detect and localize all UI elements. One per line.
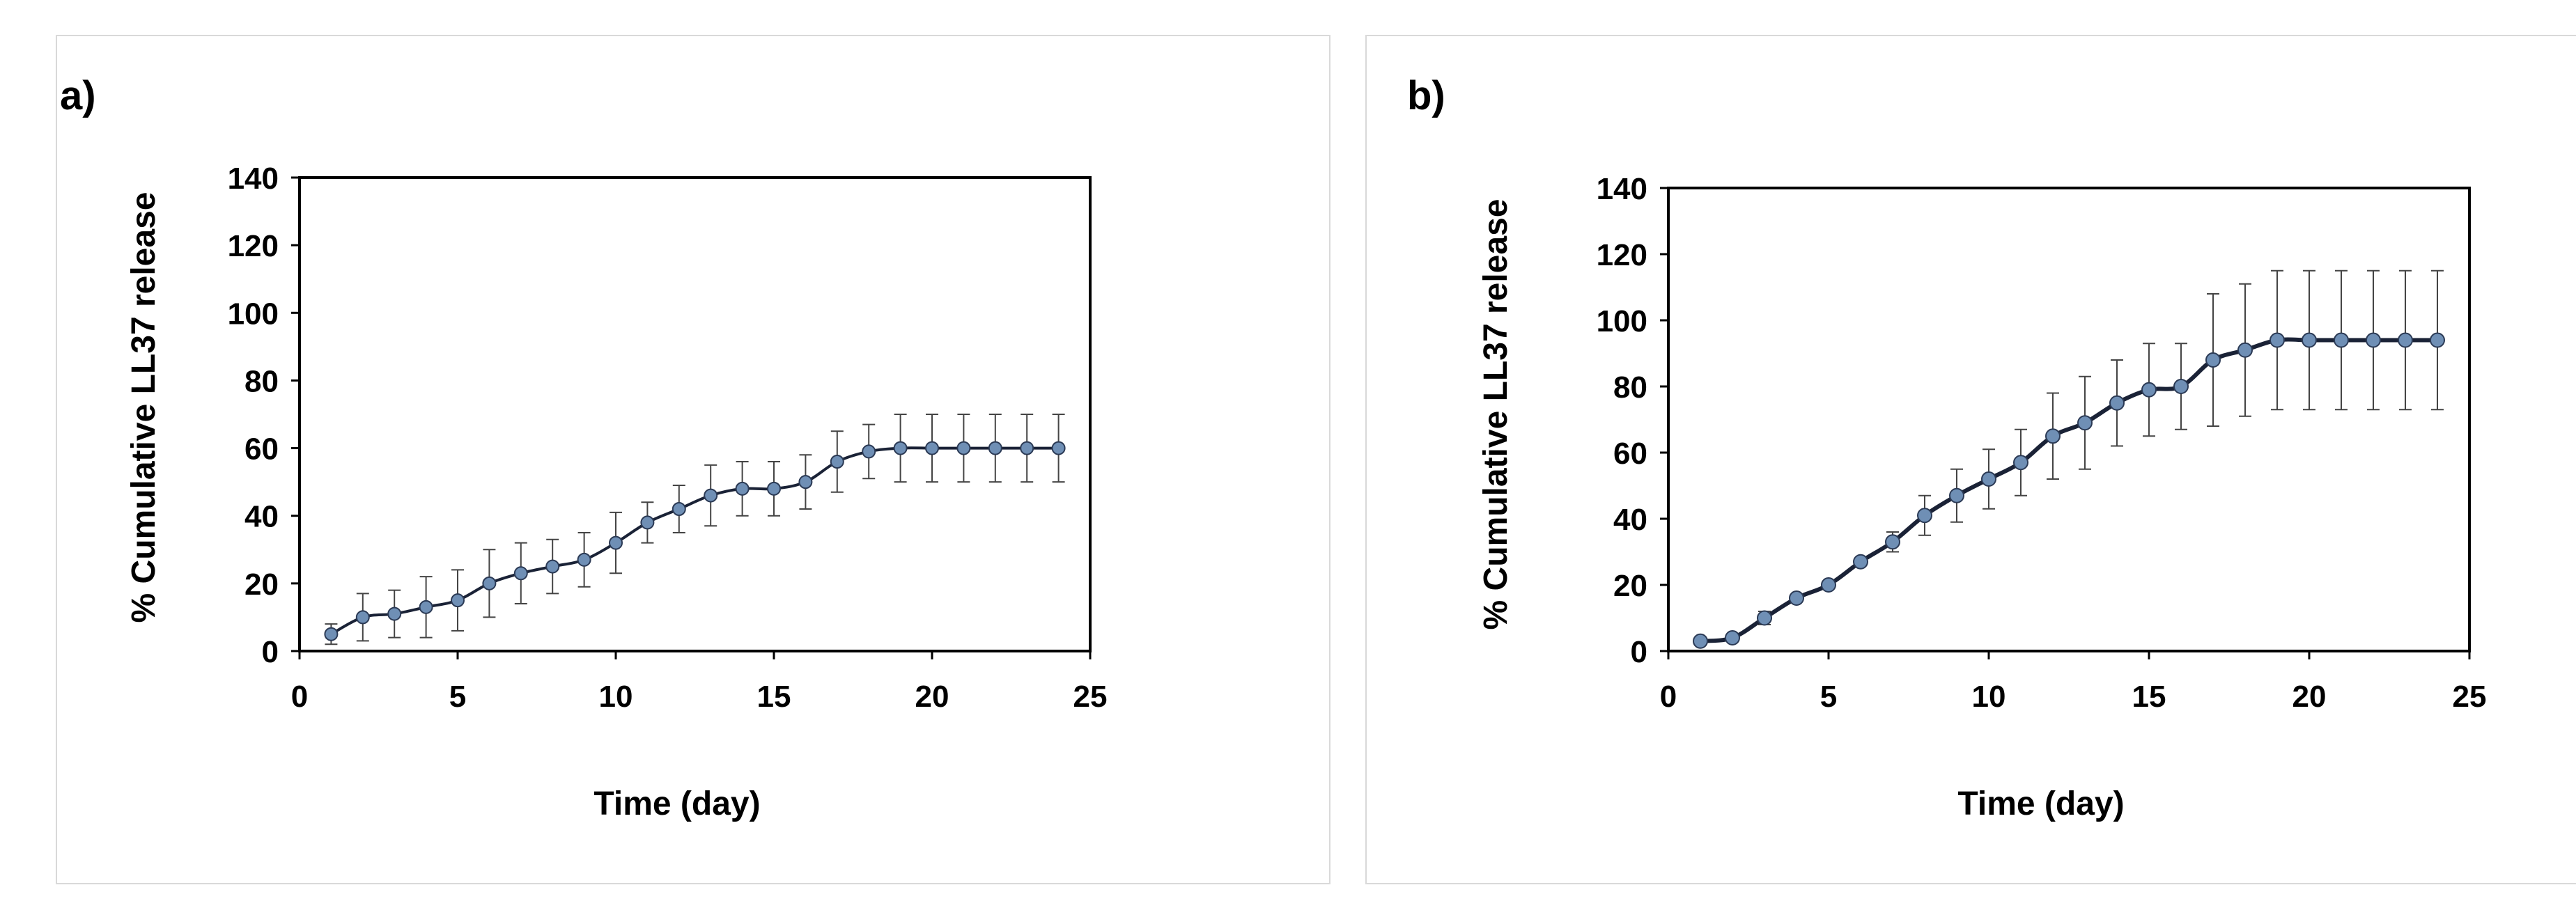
- x-tick-label: 10: [599, 680, 633, 714]
- y-tick-label: 140: [1597, 172, 1647, 206]
- data-point: [451, 593, 465, 608]
- data-point: [387, 606, 402, 621]
- y-tick-label: 80: [1613, 370, 1647, 405]
- y-tick-label: 0: [262, 635, 279, 669]
- data-point: [1821, 577, 1836, 593]
- data-point: [2269, 332, 2285, 348]
- data-point: [988, 441, 1002, 455]
- data-point: [1917, 508, 1932, 524]
- x-tick-label: 25: [1073, 680, 1108, 714]
- data-point: [2077, 415, 2093, 431]
- chart-b-markers: [1693, 332, 2445, 649]
- y-tick-label: 60: [245, 432, 279, 467]
- x-tick-label: 0: [291, 680, 308, 714]
- chart-a-markers: [324, 441, 1066, 641]
- data-point: [1051, 441, 1066, 455]
- data-point: [2398, 332, 2413, 348]
- chart-b-y-ticks: 0 20 40 60 80 100 120 140: [1597, 172, 1668, 669]
- y-tick-label: 20: [1613, 569, 1647, 603]
- x-tick-label: 15: [757, 680, 791, 714]
- data-point: [2045, 428, 2061, 444]
- y-tick-label: 60: [1613, 437, 1647, 471]
- y-tick-label: 80: [245, 364, 279, 398]
- x-tick-label: 25: [2453, 680, 2487, 714]
- data-point: [2013, 455, 2028, 471]
- data-point: [1981, 471, 1996, 487]
- data-point: [2430, 332, 2445, 348]
- data-point: [2302, 332, 2317, 348]
- data-point: [2173, 379, 2189, 394]
- data-point: [577, 552, 591, 567]
- y-tick-label: 120: [1597, 238, 1647, 272]
- x-tick-label: 5: [1820, 680, 1837, 714]
- data-point: [324, 627, 339, 641]
- x-tick-label: 0: [1660, 680, 1677, 714]
- y-tick-label: 20: [245, 568, 279, 602]
- y-tick-label: 0: [1631, 635, 1647, 669]
- data-point: [672, 502, 686, 516]
- data-point: [1693, 633, 1708, 649]
- chart-b-y-axis-label: % Cumulative LL37 release: [1477, 199, 1514, 630]
- data-point: [830, 455, 844, 469]
- data-point: [1789, 590, 1804, 606]
- data-point: [2205, 352, 2221, 368]
- x-tick-label: 10: [1972, 680, 2006, 714]
- x-tick-label: 15: [2132, 680, 2166, 714]
- y-tick-label: 40: [1613, 503, 1647, 537]
- y-tick-label: 140: [228, 162, 279, 196]
- y-tick-label: 40: [245, 500, 279, 534]
- x-tick-label: 5: [449, 680, 466, 714]
- x-tick-label: 20: [915, 680, 949, 714]
- chart-b-x-axis-label: Time (day): [1957, 785, 2124, 822]
- y-tick-label: 120: [228, 229, 279, 263]
- chart-a-y-ticks: 0 20 40 60 80 100 120 140: [228, 162, 300, 669]
- data-point: [1853, 554, 1868, 570]
- chart-b-plot-area: [1667, 187, 2471, 652]
- panel-b-label: b): [1407, 73, 1445, 118]
- data-point: [2237, 342, 2253, 358]
- data-point: [355, 610, 370, 625]
- data-point: [482, 576, 497, 590]
- data-point: [2141, 382, 2157, 398]
- chart-b-x-ticks: 0 5 10 15 20 25: [1660, 651, 2487, 714]
- data-point: [2366, 332, 2381, 348]
- data-point: [1020, 441, 1034, 455]
- data-point: [798, 475, 813, 490]
- data-point: [735, 481, 750, 496]
- data-point: [545, 559, 560, 574]
- data-point: [1885, 534, 1900, 550]
- data-point: [1725, 630, 1740, 645]
- chart-a-y-axis-label: % Cumulative LL37 release: [125, 192, 162, 623]
- data-point: [640, 515, 655, 530]
- x-tick-label: 20: [2292, 680, 2327, 714]
- data-point: [893, 441, 908, 455]
- panel-a-label: a): [60, 73, 96, 118]
- data-point: [1949, 487, 1964, 503]
- data-point: [2334, 332, 2349, 348]
- data-point: [513, 566, 528, 581]
- data-point: [1757, 610, 1772, 626]
- y-tick-label: 100: [1597, 304, 1647, 338]
- chart-a-x-ticks: 0 5 10 15 20 25: [291, 651, 1108, 714]
- chart-a-x-axis-label: Time (day): [593, 785, 760, 822]
- data-point: [767, 481, 781, 496]
- data-point: [2109, 395, 2125, 411]
- data-point: [704, 488, 718, 503]
- y-tick-label: 100: [228, 297, 279, 331]
- data-point: [862, 444, 876, 459]
- data-point: [925, 441, 939, 455]
- data-point: [609, 535, 623, 550]
- data-point: [956, 441, 971, 455]
- data-point: [419, 600, 433, 614]
